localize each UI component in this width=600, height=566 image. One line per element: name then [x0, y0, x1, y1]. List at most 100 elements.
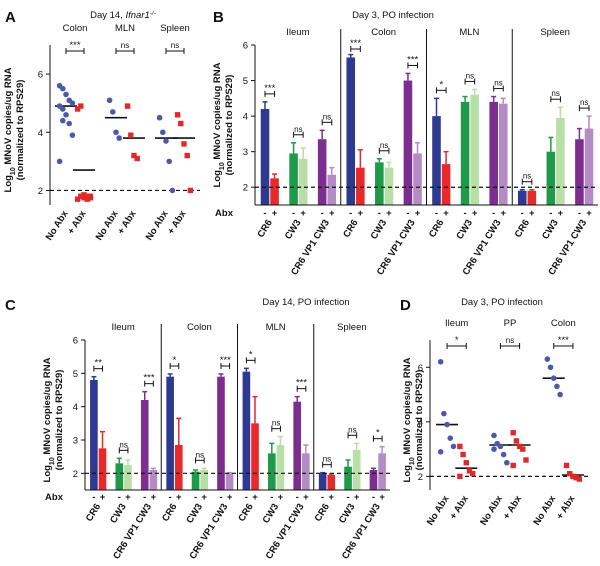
significance-label: ns: [523, 172, 531, 181]
bar: [356, 167, 365, 205]
significance-label: ***: [143, 373, 154, 384]
data-point: [567, 470, 573, 477]
data-point: [106, 97, 113, 104]
x-tick-label-group: CW3: [108, 502, 129, 526]
abx-mark: -: [372, 492, 375, 503]
significance-label: ***: [69, 40, 80, 51]
data-point: [573, 475, 579, 481]
x-tick-label: CR6: [513, 218, 532, 240]
y-tick-label: 2: [73, 469, 78, 480]
significance-label: ns: [294, 125, 302, 134]
y-axis-label: Log10 MNoV copies/ug RNA (normalized to R…: [212, 62, 235, 187]
data-point: [156, 114, 163, 121]
abx-label: Abx: [45, 492, 64, 503]
group-label: PP: [504, 318, 517, 329]
significance-label: *: [376, 428, 380, 439]
significance-label: ns: [494, 79, 502, 88]
bar: [242, 371, 251, 490]
data-point: [510, 462, 516, 469]
abx-mark: +: [358, 208, 364, 219]
data-point: [63, 91, 69, 98]
data-point: [554, 383, 560, 390]
data-point: [81, 195, 87, 201]
bar: [140, 400, 149, 490]
abx-mark: +: [125, 492, 131, 503]
y-axis-label-line2: (normalized to RPS29): [414, 370, 425, 471]
data-point: [134, 155, 140, 162]
significance-label: ns: [380, 141, 388, 150]
bar: [251, 423, 259, 490]
data-point: [131, 152, 137, 159]
data-point: [466, 468, 473, 474]
bar: [174, 445, 183, 490]
bar: [352, 450, 361, 490]
group-label: Colon: [371, 27, 396, 38]
data-point: [469, 470, 476, 477]
data-point: [550, 375, 557, 381]
y-axis-label: Log10 MNoV copies/ug RNA (normalized to R…: [3, 67, 26, 192]
data-point: [576, 476, 583, 482]
x-tick-label: CW3: [454, 218, 475, 242]
group-label: MLN: [266, 322, 286, 333]
group-label: Colon: [63, 23, 88, 34]
data-point: [544, 356, 551, 362]
data-point: [450, 443, 457, 450]
data-point: [184, 152, 190, 159]
data-point: [491, 446, 497, 452]
abx-mark: -: [194, 492, 197, 503]
x-tick-label-group: No Abx: [425, 493, 452, 527]
bar: [369, 470, 378, 490]
significance-label: ***: [264, 83, 275, 94]
data-point: [457, 473, 463, 480]
abx-mark: -: [435, 208, 438, 219]
abx-mark: +: [300, 208, 306, 219]
abx-mark: -: [464, 208, 467, 219]
group-label: Spleen: [337, 322, 367, 333]
data-point: [437, 359, 444, 365]
x-tick-label: CR6: [313, 502, 332, 524]
bar: [498, 103, 508, 205]
significance-label: ***: [350, 38, 361, 49]
bar: [260, 109, 270, 205]
data-point: [463, 460, 469, 466]
y-tick-label: 4: [73, 402, 78, 413]
x-tick-label: CW3: [261, 502, 282, 526]
data-point: [441, 410, 447, 417]
bar: [225, 473, 234, 490]
data-point: [513, 438, 520, 444]
x-tick-label-group: + Abx: [66, 208, 89, 236]
y-tick-label: 3: [73, 436, 78, 447]
group-label: Spleen: [160, 23, 190, 34]
panel-d: Log10 MNoV copies/ug RNA (normalized to R…: [402, 318, 590, 527]
abx-mark: -: [219, 492, 222, 503]
bar: [124, 465, 132, 490]
x-tick-label-group: CW3: [184, 502, 205, 526]
abx-mark: -: [578, 208, 581, 219]
abx-mark: +: [472, 208, 478, 219]
significance-label: ns: [580, 98, 588, 107]
y-axis-label-line2: (normalized to RPS29): [54, 370, 65, 471]
data-point: [457, 443, 463, 450]
abx-mark: +: [500, 208, 506, 219]
abx-mark: +: [272, 208, 278, 219]
abx-mark: +: [386, 208, 392, 219]
data-point: [516, 443, 523, 450]
data-point: [74, 106, 81, 112]
y-tick-label: 4: [38, 128, 43, 139]
group-label: MLN: [459, 27, 479, 38]
x-tick-label-group: No Abx: [478, 493, 505, 527]
data-point: [497, 443, 504, 450]
data-point: [444, 421, 450, 428]
panel-letter-c: C: [5, 297, 16, 314]
group-label: Spleen: [540, 27, 570, 38]
significance-label: ns: [506, 336, 514, 345]
data-point: [110, 109, 116, 115]
panel-letter-a: A: [5, 9, 16, 26]
x-tick-label-group: CW3: [283, 218, 304, 242]
x-tick-label: No Abx: [44, 208, 71, 242]
abx-mark: +: [415, 208, 421, 219]
significance-label: *: [249, 349, 253, 360]
bar: [441, 164, 451, 205]
abx-mark: -: [549, 208, 552, 219]
y-tick-label: 2: [38, 186, 43, 197]
